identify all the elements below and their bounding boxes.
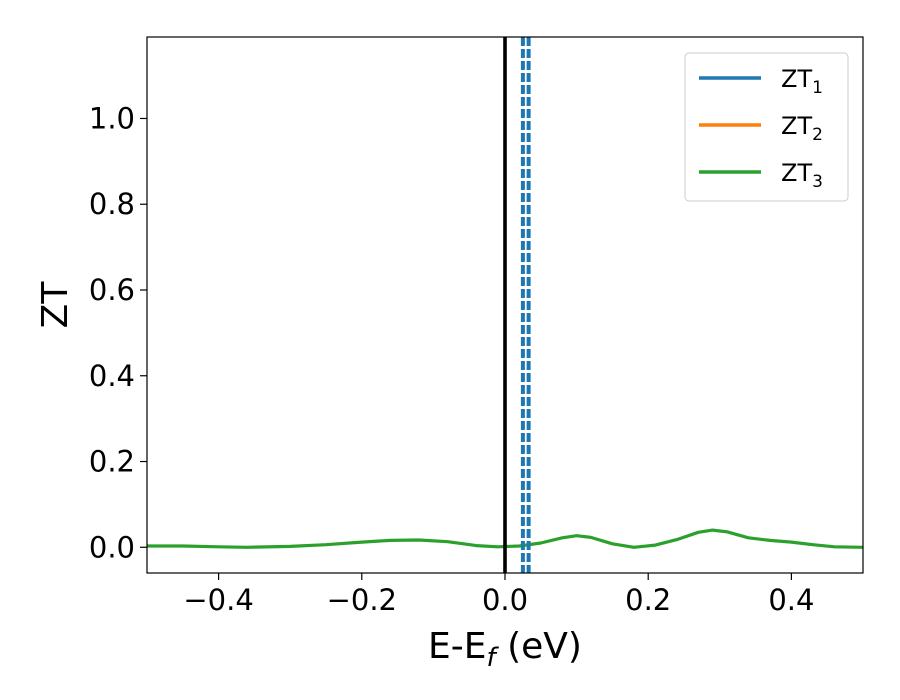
y-tick-label: 0.8 (89, 187, 135, 221)
series-line-3 (147, 528, 863, 549)
x-axis-label-main: E-E (428, 626, 486, 667)
x-axis-label-unit: (eV) (496, 626, 582, 667)
x-tick-label: 0.0 (482, 583, 528, 617)
x-tick-label: 0.2 (625, 583, 671, 617)
x-axis-label: E-Ef (eV) (428, 626, 582, 673)
legend: ZT1 ZT2 ZT3 (684, 52, 849, 202)
legend-box (684, 52, 849, 202)
y-axis-label: ZT (35, 281, 76, 329)
x-tick-label: −0.2 (327, 583, 397, 617)
x-tick-label: −0.4 (183, 583, 253, 617)
y-tick-label: 1.0 (89, 101, 135, 135)
legend-label-3: ZT3 (781, 159, 823, 192)
x-tick-label: 0.4 (768, 583, 814, 617)
y-tick-label: 0.6 (89, 273, 135, 307)
plot-area (147, 37, 863, 573)
y-tick-label: 0.2 (89, 445, 135, 479)
axis-ticks: −0.4 −0.2 0.0 0.2 0.4 0.0 0.2 0.4 0.6 0.8 1.0 (89, 101, 815, 617)
legend-label-2: ZT2 (781, 112, 823, 145)
legend-label-1: ZT1 (781, 65, 823, 98)
y-tick-label: 0.4 (89, 359, 135, 393)
y-tick-label: 0.0 (89, 530, 135, 564)
